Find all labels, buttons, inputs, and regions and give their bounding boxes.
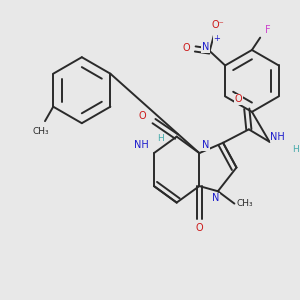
Text: N: N [212, 194, 220, 203]
Text: H: H [292, 146, 298, 154]
Text: O: O [182, 43, 190, 53]
Text: NH: NH [270, 132, 285, 142]
Text: NH: NH [134, 140, 149, 150]
Text: N: N [202, 42, 209, 52]
Text: O: O [235, 94, 242, 104]
Text: H: H [157, 134, 164, 143]
Text: O: O [139, 111, 146, 121]
Text: F: F [265, 26, 270, 35]
Text: +: + [214, 34, 220, 43]
Text: CH₃: CH₃ [33, 127, 49, 136]
Text: N: N [202, 140, 209, 150]
Text: O⁻: O⁻ [212, 20, 224, 30]
Text: O: O [196, 224, 203, 233]
Text: CH₃: CH₃ [236, 199, 253, 208]
